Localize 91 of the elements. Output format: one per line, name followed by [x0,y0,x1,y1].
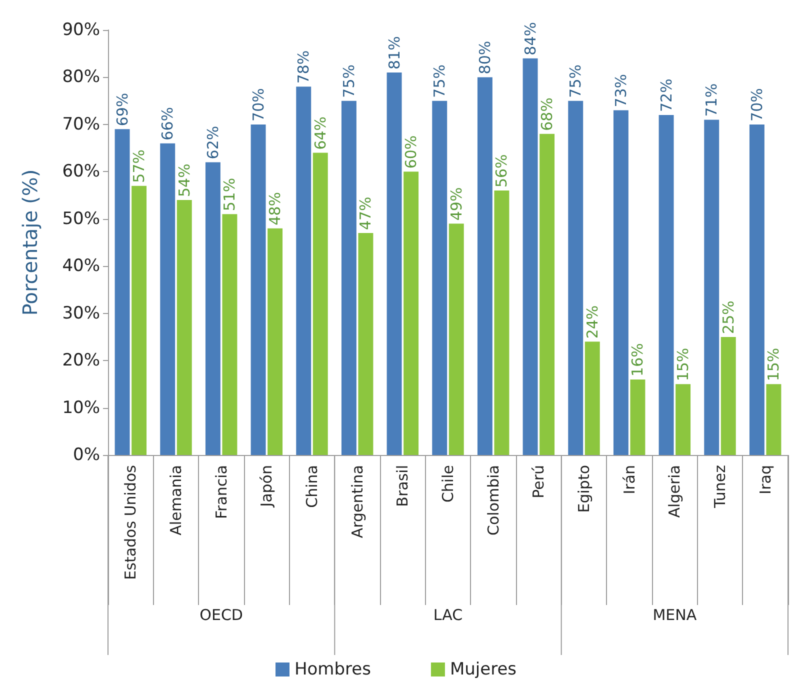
x-tick-label: China [303,465,321,508]
data-label: 68% [538,98,556,131]
y-tick-label: 50% [62,208,100,229]
bar [114,129,130,455]
bar [540,134,555,455]
data-label: 24% [583,305,602,339]
data-label: 69% [113,92,132,126]
data-label: 54% [175,164,194,197]
bar [160,143,176,455]
data-label: 48% [266,192,284,226]
legend-label: Mujeres [450,660,517,680]
data-label: 15% [674,348,692,382]
bar [522,58,538,455]
bar [222,214,238,455]
bar [704,120,720,455]
bar [312,152,328,455]
bar [766,384,782,455]
y-tick-label: 90% [62,20,100,40]
data-label: 70% [249,88,268,122]
data-label: 70% [748,88,766,122]
bar [477,77,492,455]
bar [132,186,147,455]
text: LAC [433,606,463,624]
bar [358,233,374,455]
x-tick-label: Japón [258,465,276,508]
data-label: 72% [657,78,676,112]
y-tick-label: 10% [62,398,100,418]
x-tick-label: Iraq [756,465,774,494]
data-label: 71% [702,83,721,117]
data-label: 84% [521,22,540,56]
data-label: 15% [764,348,783,382]
data-label: 78% [294,50,313,84]
y-tick-label: 40% [62,256,100,276]
y-axis-title: Porcentaje (%) [18,169,42,316]
text: OECD [200,606,243,624]
data-label: 16% [628,343,647,376]
data-label: 47% [356,196,375,230]
y-tick-label: 70% [62,114,100,134]
bar [432,100,448,455]
data-label: 62% [204,126,222,160]
x-tick-label: Egipto [575,465,593,513]
x-tick-label: Perú [530,465,548,498]
x-tick-label: Brasil [394,465,412,507]
bar [448,224,464,455]
bar [613,110,628,455]
data-label: 75% [340,64,358,98]
data-label: 73% [612,74,630,108]
x-tick-label: Irán [620,465,638,494]
x-tick-label: Francia [212,465,230,520]
legend-label: Hombres [294,660,372,680]
bar [658,115,674,455]
y-tick-label: 60% [62,162,100,182]
x-tick-label: Argentina [348,465,366,538]
x-tick-label: Colombia [484,465,502,536]
data-label: 60% [402,135,420,169]
data-label: 51% [220,178,239,212]
bar [630,379,646,455]
data-label: 66% [158,106,177,140]
data-label: 49% [447,187,466,221]
x-tick-label: Algeria [666,465,684,518]
bar [386,72,402,455]
data-label: 80% [476,40,494,74]
bar [176,200,192,455]
bar [205,162,220,455]
data-label: 57% [130,149,148,183]
data-label: 75% [566,64,585,98]
text: MENA [652,606,698,624]
x-tick-label: Tunez [711,464,729,510]
y-tick-label: 30% [62,303,100,324]
y-tick-label: 80% [62,67,100,88]
bar [494,190,510,455]
bar [268,228,283,455]
bar [568,100,584,455]
bar [720,336,736,455]
x-tick-label: Estados Unidos [122,464,140,580]
data-label: 75% [430,64,449,98]
bar [584,342,600,455]
bar [676,384,691,455]
y-tick-label: 20% [62,350,100,371]
data-label: 64% [311,116,330,150]
data-label: 56% [492,154,511,188]
bar [749,124,764,455]
bar [296,86,312,455]
x-tick-label: Alemania [167,465,185,536]
bar [250,124,266,455]
bar [404,172,419,455]
y-tick-label: 0% [73,445,100,465]
data-label: 81% [385,36,404,70]
bar [341,100,356,455]
data-label: 25% [719,300,738,334]
x-tick-label: Chile [439,465,457,503]
